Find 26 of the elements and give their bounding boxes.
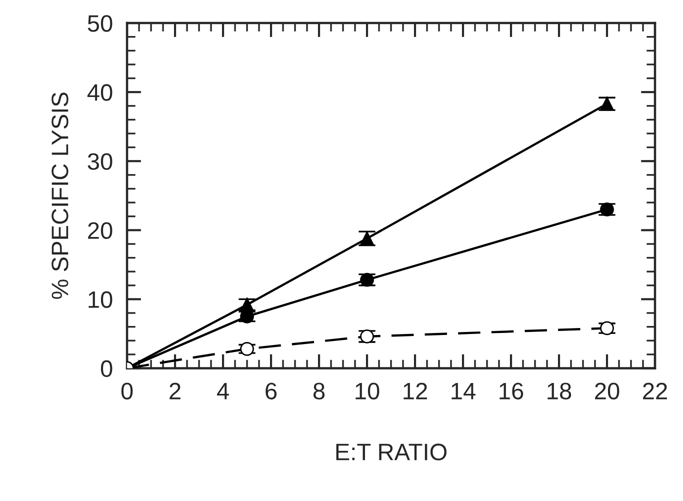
point — [240, 342, 254, 356]
y-tick-label: 20 — [88, 222, 112, 239]
x-tick-label: 8 — [313, 382, 325, 400]
x-tick-label: 2 — [170, 382, 180, 400]
x-tick-label: 18 — [548, 382, 572, 400]
point — [360, 330, 374, 344]
x-tick-label: 14 — [452, 382, 476, 400]
y-tick-label: 30 — [88, 153, 112, 170]
y-tick-label: 50 — [88, 15, 112, 32]
x-tick-label: 10 — [356, 382, 380, 400]
x-tick-label: 20 — [595, 382, 620, 400]
y-tick-label: 40 — [87, 84, 112, 101]
point — [360, 272, 374, 287]
x-tick-label: 12 — [404, 382, 427, 400]
x-tick-label: 16 — [500, 382, 524, 400]
y-axis-title: % SPECIFIC LYSIS — [52, 92, 68, 299]
x-tick-label: 0 — [121, 382, 133, 400]
x-tick-label: 4 — [217, 382, 229, 400]
x-tick-label: 6 — [266, 382, 277, 400]
y-tick-label: 10 — [88, 291, 112, 308]
x-axis-title: E:T RATIO — [336, 444, 447, 460]
point — [600, 202, 614, 216]
point — [600, 96, 614, 111]
y-tick-label: 0 — [100, 360, 112, 378]
x-tick-label: 22 — [643, 382, 667, 400]
point — [600, 321, 614, 336]
